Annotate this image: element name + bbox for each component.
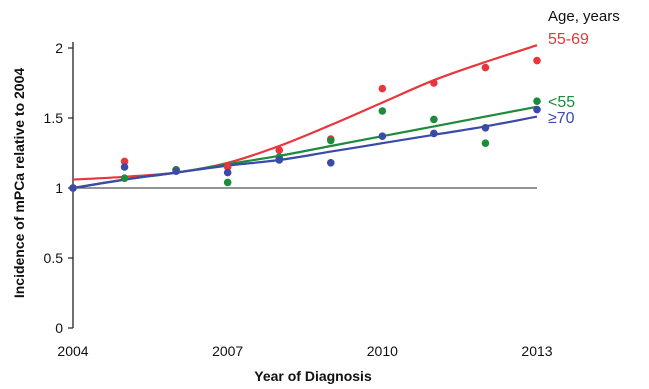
point-lt55-2012	[481, 139, 490, 147]
point-55-69-2012	[481, 63, 490, 72]
legend-title: Age, years	[548, 8, 620, 25]
point-lt55-2011	[430, 115, 438, 124]
y-tick-label-4: 2	[55, 40, 63, 56]
fit-line-ge70	[72, 115, 538, 190]
point-ge70-2011	[430, 129, 438, 138]
y-axis-title: Incidence of mPCa relative to 2004	[11, 68, 27, 299]
y-tick-label-1: 0.5	[44, 250, 64, 266]
point-ge70-2006	[172, 167, 180, 175]
y-tick-label-0: 0	[55, 320, 63, 336]
point-ge70-2009	[326, 159, 335, 167]
point-lt55-2010	[378, 107, 387, 115]
point-55-69-2007	[223, 163, 232, 171]
x-tick-label-0: 2004	[57, 343, 88, 359]
series-label-ge70: ≥70	[548, 110, 575, 127]
point-lt55-2013	[533, 97, 541, 105]
point-ge70-2012	[481, 124, 490, 132]
point-lt55-2007	[223, 178, 232, 187]
x-tick-label-2: 2010	[367, 343, 398, 359]
point-55-69-2013	[533, 56, 541, 65]
point-ge70-2007	[223, 168, 232, 177]
point-ge70-2004	[69, 184, 77, 192]
x-tick-label-1: 2007	[212, 343, 243, 359]
point-55-69-2011	[430, 79, 438, 87]
point-ge70-2010	[378, 132, 387, 140]
series-label-55-69: 55-69	[548, 31, 589, 48]
point-55-69-2010	[378, 84, 387, 93]
point-ge70-2008	[275, 156, 284, 164]
point-ge70-2013	[533, 105, 541, 114]
point-lt55-2009	[326, 136, 335, 145]
x-tick-label-3: 2013	[521, 343, 552, 359]
point-ge70-2005	[120, 163, 129, 171]
x-axis-title: Year of Diagnosis	[254, 368, 372, 384]
fit-line-55-69	[72, 44, 538, 181]
point-lt55-2005	[120, 174, 129, 182]
y-tick-label-2: 1	[55, 180, 63, 196]
point-55-69-2005	[120, 157, 129, 166]
point-55-69-2008	[275, 146, 284, 154]
series-label-lt55: <55	[548, 94, 575, 111]
y-tick-label-3: 1.5	[44, 110, 64, 126]
